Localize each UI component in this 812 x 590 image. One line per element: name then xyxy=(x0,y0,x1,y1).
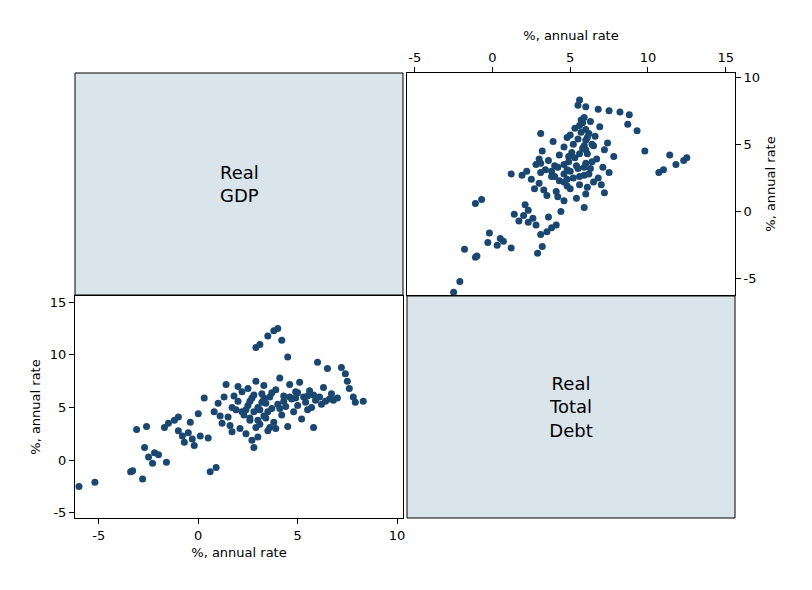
svg-text:%, annual rate: %, annual rate xyxy=(28,359,43,454)
svg-text:10: 10 xyxy=(640,50,657,65)
svg-text:%, annual rate: %, annual rate xyxy=(763,136,778,231)
svg-text:RealTotalDebt: RealTotalDebt xyxy=(549,373,593,441)
svg-text:-5: -5 xyxy=(53,505,66,520)
svg-text:15: 15 xyxy=(717,50,734,65)
svg-text:5: 5 xyxy=(744,137,752,152)
svg-text:0: 0 xyxy=(488,50,496,65)
svg-text:0: 0 xyxy=(194,528,202,543)
svg-text:0: 0 xyxy=(744,204,752,219)
svg-text:10: 10 xyxy=(389,528,406,543)
svg-text:-5: -5 xyxy=(408,50,421,65)
svg-text:10: 10 xyxy=(50,347,67,362)
svg-text:15: 15 xyxy=(50,295,67,310)
svg-text:5: 5 xyxy=(566,50,574,65)
svg-text:-5: -5 xyxy=(92,528,105,543)
svg-text:-5: -5 xyxy=(744,271,757,286)
svg-text:0: 0 xyxy=(58,453,66,468)
svg-text:5: 5 xyxy=(58,400,66,415)
svg-text:RealGDP: RealGDP xyxy=(220,162,259,206)
svg-text:5: 5 xyxy=(293,528,301,543)
svg-text:10: 10 xyxy=(744,70,761,85)
svg-text:%, annual rate: %, annual rate xyxy=(523,28,618,43)
svg-text:%, annual rate: %, annual rate xyxy=(191,545,286,560)
